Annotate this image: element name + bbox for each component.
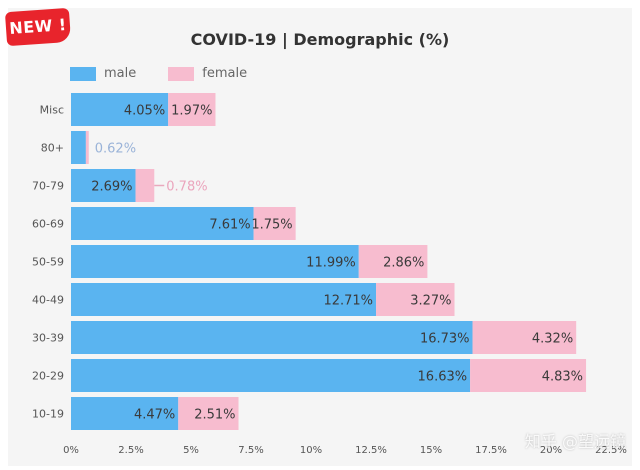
data-label-female-50-59: 2.86% bbox=[383, 256, 424, 271]
bar-female-60-69 bbox=[253, 207, 296, 240]
data-label-female-60-69: 1.75% bbox=[251, 218, 292, 233]
category-label-20-29: 20-29 bbox=[32, 370, 64, 383]
bar-male-Misc bbox=[71, 93, 169, 126]
x-tick-label-4: 10% bbox=[300, 445, 322, 456]
legend-swatch-male bbox=[70, 66, 96, 81]
data-label-male-20-29: 16.63% bbox=[418, 370, 468, 385]
category-label-50-59: 50-59 bbox=[32, 256, 64, 269]
chart-title: COVID-19 | Demographic (%) bbox=[190, 30, 450, 49]
x-tick-label-9: 22.5% bbox=[595, 445, 627, 456]
watermark: 知乎 @望远镜 bbox=[524, 432, 626, 451]
x-tick-label-2: 5% bbox=[183, 445, 199, 456]
category-label-60-69: 60-69 bbox=[32, 218, 64, 231]
category-label-80+: 80+ bbox=[41, 142, 64, 155]
bar-male-20-29 bbox=[71, 359, 471, 392]
x-tick-label-3: 7.5% bbox=[238, 445, 263, 456]
data-label-female-40-49: 3.27% bbox=[410, 294, 451, 309]
legend-swatch-female bbox=[168, 66, 195, 81]
data-label-female-70-79: 0.78% bbox=[166, 180, 207, 195]
data-label-female-20-29: 4.83% bbox=[542, 370, 583, 385]
x-tick-label-0: 0% bbox=[63, 445, 79, 456]
data-label-female-30-39: 4.32% bbox=[532, 332, 573, 347]
x-tick-label-7: 17.5% bbox=[475, 445, 507, 456]
bar-female-70-79 bbox=[135, 169, 155, 202]
x-tick-label-8: 20% bbox=[540, 445, 562, 456]
data-label-male-80+: 0.62% bbox=[95, 142, 136, 157]
data-label-female-10-19: 2.51% bbox=[194, 408, 235, 423]
legend: male female bbox=[70, 66, 279, 81]
category-label-10-19: 10-19 bbox=[32, 408, 64, 421]
bar-male-60-69 bbox=[71, 207, 254, 240]
bar-male-80+ bbox=[71, 131, 86, 164]
data-label-male-10-19: 4.47% bbox=[134, 408, 175, 423]
data-label-male-40-49: 12.71% bbox=[323, 294, 373, 309]
data-label-female-Misc: 1.97% bbox=[171, 104, 212, 119]
bar-female-30-39 bbox=[472, 321, 577, 354]
x-tick-label-5: 12.5% bbox=[355, 445, 387, 456]
x-tick-label-6: 15% bbox=[420, 445, 442, 456]
bar-male-50-59 bbox=[71, 245, 359, 278]
bar-female-10-19 bbox=[178, 397, 239, 430]
data-label-male-50-59: 11.99% bbox=[306, 256, 356, 271]
category-label-40-49: 40-49 bbox=[32, 294, 64, 307]
bar-male-30-39 bbox=[71, 321, 473, 354]
bar-male-10-19 bbox=[71, 397, 179, 430]
x-tick-label-1: 2.5% bbox=[118, 445, 143, 456]
bar-male-70-79 bbox=[71, 169, 136, 202]
data-label-male-30-39: 16.73% bbox=[420, 332, 470, 347]
bar-male-40-49 bbox=[71, 283, 377, 316]
category-label-30-39: 30-39 bbox=[32, 332, 64, 345]
legend-label-male: male bbox=[104, 66, 137, 81]
data-label-male-70-79: 2.69% bbox=[91, 180, 132, 195]
bar-female-20-29 bbox=[470, 359, 587, 392]
bar-female-Misc bbox=[168, 93, 216, 126]
bar-female-80+ bbox=[85, 131, 89, 164]
bar-female-40-49 bbox=[376, 283, 455, 316]
data-label-male-60-69: 7.61% bbox=[209, 218, 250, 233]
data-label-male-Misc: 4.05% bbox=[124, 104, 165, 119]
category-label-Misc: Misc bbox=[40, 104, 64, 117]
category-label-70-79: 70-79 bbox=[32, 180, 64, 193]
bar-female-50-59 bbox=[358, 245, 428, 278]
legend-label-female: female bbox=[202, 66, 248, 81]
